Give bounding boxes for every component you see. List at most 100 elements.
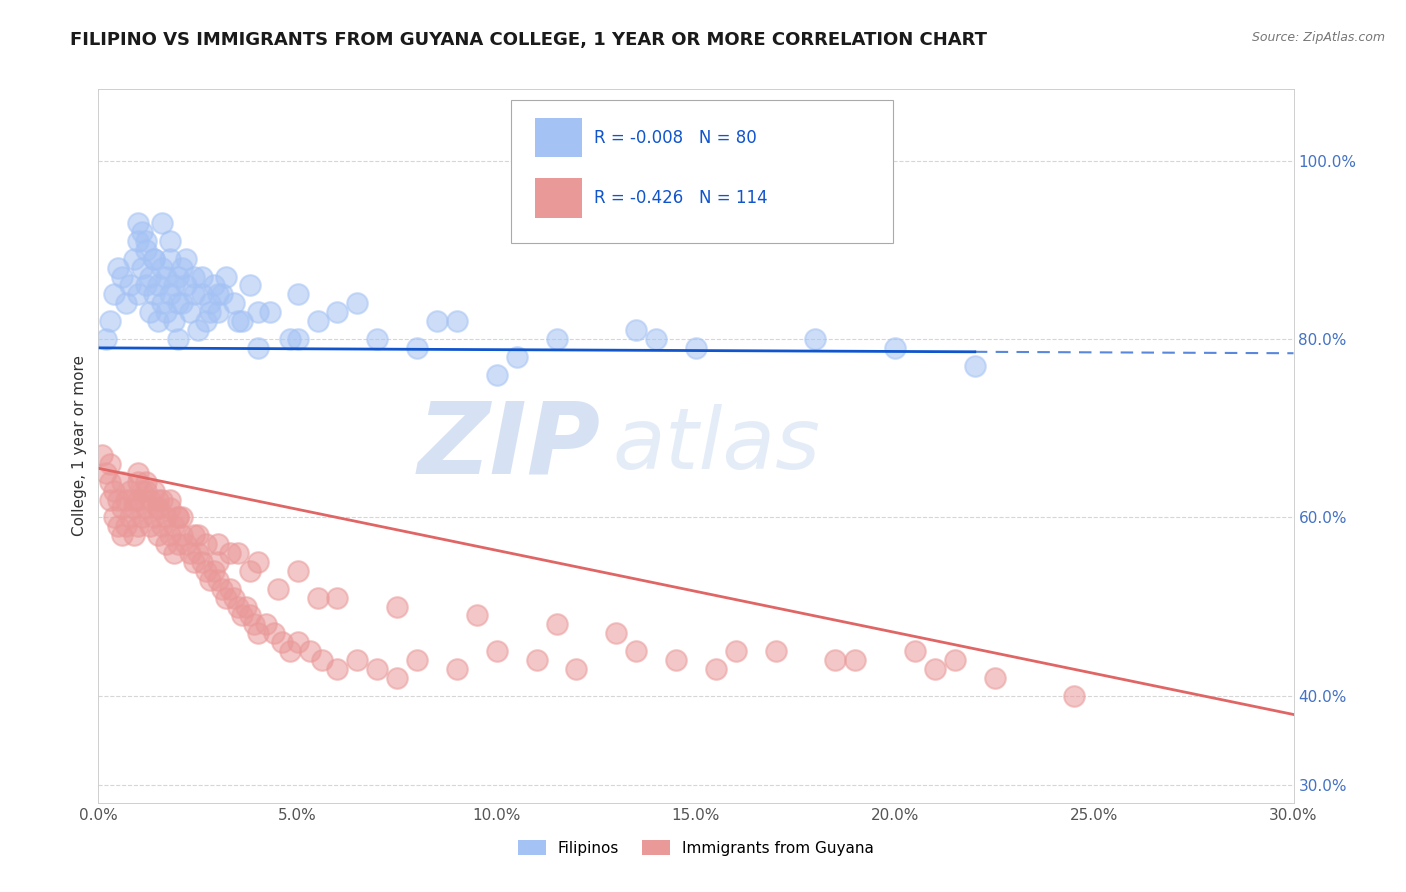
Point — [385, 599, 409, 614]
Point — [143, 252, 166, 266]
Point — [385, 671, 409, 685]
Point — [127, 475, 149, 489]
Point — [167, 537, 190, 551]
Y-axis label: College, 1 year or more: College, 1 year or more — [72, 356, 87, 536]
Point — [546, 617, 568, 632]
Point — [326, 662, 349, 676]
Point — [127, 287, 149, 301]
Point — [287, 332, 309, 346]
Point — [159, 234, 181, 248]
Point — [246, 305, 269, 319]
Point — [804, 332, 827, 346]
Point — [135, 278, 157, 293]
Point — [287, 564, 309, 578]
Point — [135, 475, 157, 489]
Point — [446, 314, 468, 328]
Text: ZIP: ZIP — [418, 398, 600, 494]
Point — [107, 492, 129, 507]
Point — [924, 662, 946, 676]
Point — [167, 510, 190, 524]
Point — [626, 323, 648, 337]
Point — [963, 359, 986, 373]
Point — [263, 626, 285, 640]
Point — [103, 483, 125, 498]
Point — [148, 314, 170, 328]
Point — [115, 296, 138, 310]
Point — [626, 644, 648, 658]
Point — [107, 519, 129, 533]
Point — [143, 483, 166, 498]
Point — [139, 519, 162, 533]
Point — [287, 287, 309, 301]
Point — [98, 475, 122, 489]
Point — [187, 323, 209, 337]
Point — [148, 278, 170, 293]
Point — [195, 537, 218, 551]
Point — [267, 582, 290, 596]
Point — [943, 653, 966, 667]
Point — [127, 234, 149, 248]
Point — [326, 591, 349, 605]
Point — [1063, 689, 1085, 703]
Point — [259, 305, 281, 319]
Point — [98, 457, 122, 471]
Point — [159, 252, 181, 266]
Point — [179, 305, 201, 319]
Point — [605, 626, 627, 640]
Point — [187, 528, 209, 542]
Point — [120, 278, 142, 293]
Point — [246, 341, 269, 355]
Point — [222, 296, 245, 310]
Point — [366, 332, 388, 346]
Point — [222, 591, 245, 605]
Point — [406, 653, 429, 667]
Point — [195, 314, 218, 328]
Point — [191, 269, 214, 284]
Point — [287, 635, 309, 649]
Point — [135, 501, 157, 516]
Point — [207, 537, 229, 551]
Point — [231, 608, 253, 623]
Point — [107, 260, 129, 275]
Point — [131, 483, 153, 498]
Point — [179, 546, 201, 560]
Point — [103, 287, 125, 301]
Point — [111, 528, 134, 542]
Point — [704, 662, 727, 676]
Point — [546, 332, 568, 346]
Point — [163, 278, 186, 293]
Point — [131, 510, 153, 524]
Point — [143, 252, 166, 266]
Point — [366, 662, 388, 676]
Point — [174, 537, 197, 551]
Text: FILIPINO VS IMMIGRANTS FROM GUYANA COLLEGE, 1 YEAR OR MORE CORRELATION CHART: FILIPINO VS IMMIGRANTS FROM GUYANA COLLE… — [70, 31, 987, 49]
Point — [172, 510, 194, 524]
Point — [124, 501, 146, 516]
Point — [96, 332, 118, 346]
Point — [139, 269, 162, 284]
Point — [155, 305, 177, 319]
Point — [246, 555, 269, 569]
Point — [150, 519, 173, 533]
Point — [172, 528, 194, 542]
Point — [163, 519, 186, 533]
Point — [148, 501, 170, 516]
Point — [172, 260, 194, 275]
Point — [115, 492, 138, 507]
Point — [172, 296, 194, 310]
Point — [406, 341, 429, 355]
Point — [231, 314, 253, 328]
Point — [426, 314, 449, 328]
Point — [211, 287, 233, 301]
Point — [191, 287, 214, 301]
Point — [724, 644, 747, 658]
Point — [195, 564, 218, 578]
Point — [254, 617, 277, 632]
Point — [159, 287, 181, 301]
Point — [211, 582, 233, 596]
Point — [183, 555, 205, 569]
Point — [155, 269, 177, 284]
Point — [111, 269, 134, 284]
Point — [446, 662, 468, 676]
Point — [298, 644, 321, 658]
